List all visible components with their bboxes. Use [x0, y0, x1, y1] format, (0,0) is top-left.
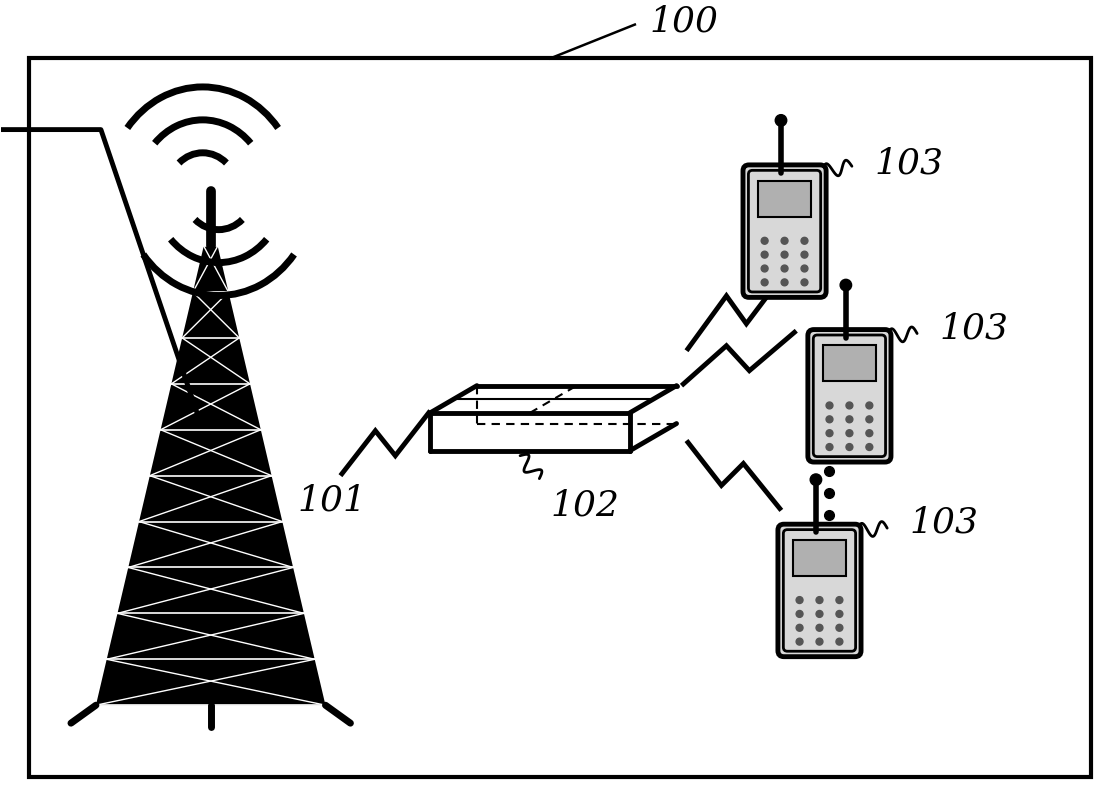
- Circle shape: [781, 265, 788, 272]
- Circle shape: [801, 265, 808, 272]
- Circle shape: [796, 625, 803, 631]
- Circle shape: [840, 279, 851, 291]
- Circle shape: [762, 237, 768, 244]
- Text: 100: 100: [650, 5, 719, 39]
- Circle shape: [762, 279, 768, 286]
- Bar: [758, 180, 811, 217]
- FancyBboxPatch shape: [808, 329, 892, 462]
- Polygon shape: [430, 386, 676, 413]
- Text: 103: 103: [909, 506, 978, 540]
- Circle shape: [836, 610, 843, 617]
- FancyBboxPatch shape: [813, 335, 886, 456]
- FancyBboxPatch shape: [748, 171, 821, 292]
- Circle shape: [796, 597, 803, 604]
- Circle shape: [827, 430, 833, 436]
- Circle shape: [866, 416, 872, 423]
- Circle shape: [781, 279, 788, 286]
- Circle shape: [775, 114, 786, 126]
- Circle shape: [827, 402, 833, 409]
- Text: 103: 103: [940, 312, 1008, 345]
- Circle shape: [796, 638, 803, 645]
- FancyBboxPatch shape: [783, 530, 856, 651]
- Circle shape: [816, 597, 823, 604]
- Bar: [29, 59, 1091, 777]
- Text: 102: 102: [550, 489, 619, 522]
- Circle shape: [816, 638, 823, 645]
- Circle shape: [801, 237, 808, 244]
- FancyBboxPatch shape: [778, 524, 861, 657]
- Circle shape: [846, 402, 852, 409]
- Text: 103: 103: [875, 147, 943, 180]
- Circle shape: [846, 430, 852, 436]
- Circle shape: [866, 402, 872, 409]
- Circle shape: [796, 610, 803, 617]
- Circle shape: [781, 251, 788, 258]
- Polygon shape: [629, 386, 676, 451]
- Circle shape: [827, 444, 833, 451]
- Circle shape: [846, 416, 852, 423]
- Circle shape: [816, 610, 823, 617]
- Circle shape: [866, 444, 872, 451]
- Circle shape: [836, 597, 843, 604]
- Circle shape: [846, 444, 852, 451]
- Circle shape: [866, 430, 872, 436]
- FancyBboxPatch shape: [743, 165, 827, 297]
- Bar: [823, 345, 876, 382]
- Circle shape: [836, 625, 843, 631]
- Circle shape: [762, 251, 768, 258]
- Bar: [793, 540, 847, 576]
- Circle shape: [801, 279, 808, 286]
- Circle shape: [762, 265, 768, 272]
- Polygon shape: [430, 413, 629, 451]
- Circle shape: [816, 625, 823, 631]
- Circle shape: [781, 237, 788, 244]
- Circle shape: [827, 416, 833, 423]
- Circle shape: [801, 251, 808, 258]
- Text: 101: 101: [298, 484, 366, 518]
- Circle shape: [836, 638, 843, 645]
- Circle shape: [810, 474, 822, 485]
- Polygon shape: [96, 246, 326, 705]
